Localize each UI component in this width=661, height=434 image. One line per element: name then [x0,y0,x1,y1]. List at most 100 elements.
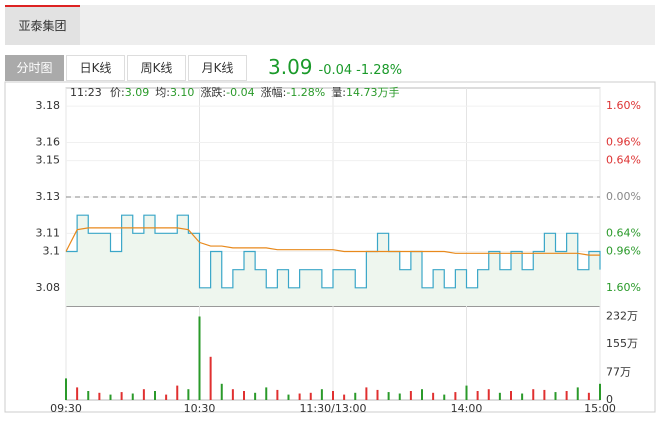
volume-bar [543,389,546,400]
volume-bar [454,392,457,400]
x-tick-label: 09:30 [50,402,82,415]
y2-tick-label: 0.64% [606,154,641,167]
info-label: 均: [155,86,170,99]
volume-tick-label: 155万 [606,337,638,350]
view-tabs: 分时图 日K线 周K线 月K线 [5,55,249,81]
volume-bar [198,316,201,400]
chart-frame [4,81,656,413]
volume-bar [231,389,234,400]
info-value: -1.28% [286,86,325,99]
y-tick-label: 3.08 [36,281,61,294]
volume-bar [599,383,601,400]
info-value: -0.04 [226,86,254,99]
volume-tick-label: 0 [606,393,613,406]
info-value: 14.73万手 [346,85,400,99]
volume-bar [343,394,346,400]
stock-tab-bar: 亚泰集团 [5,5,655,45]
x-tick-label: 14:00 [451,402,483,415]
volume-bar [354,392,357,400]
volume-bar [265,387,268,400]
volume-bar [432,392,435,400]
info-time: 11:23 [70,86,102,99]
stock-tab[interactable]: 亚泰集团 [5,5,80,45]
volume-bar [154,391,156,400]
volume-bar [532,389,535,400]
volume-bar [65,378,67,400]
price: 3.09 [268,55,313,79]
x-tick-label: 11:30/13:00 [299,402,366,415]
volume-bar [398,393,401,400]
y2-tick-label: 1.60% [606,99,641,112]
volume-bar [176,385,179,400]
quote: 3.09 -0.04 -1.28% [268,55,406,79]
price-line [66,214,601,289]
volume-bar [498,392,501,400]
volume-bar [109,394,112,400]
volume-bar [76,387,79,400]
volume-bar [87,391,90,400]
volume-bar [421,389,423,400]
volume-bar [465,385,468,400]
volume-bar [254,392,257,400]
y-tick-label: 3.13 [36,190,61,203]
volume-bar [554,392,557,400]
avg-line [65,227,600,256]
view-tab[interactable]: 分时图 [5,55,64,81]
info-line: 价:3.09 均:3.10 涨跌:-0.04 涨幅:-1.28% 量:14.73万手 [110,85,399,99]
volume-bar [476,391,479,400]
volume-bar [320,389,323,400]
volume-bar [565,391,568,400]
y2-tick-label: 1.60% [606,281,641,294]
info-value: 3.10 [170,86,195,99]
info-value: 3.09 [125,86,150,99]
volume-bar [576,387,579,400]
volume-bar [510,391,512,400]
view-tab[interactable]: 日K线 [66,55,125,81]
volume-bar [187,389,190,400]
change: -0.04 [318,63,353,78]
y2-tick-label: 0.00% [606,190,641,203]
volume-bar [521,393,524,400]
volume-bar [98,392,101,400]
volume-bar [376,389,379,400]
y-tick-label: 3.11 [36,226,61,239]
volume-bar [487,389,490,400]
change-pct: -1.28% [356,63,403,78]
volume-bar [387,392,390,400]
y2-tick-label: 0.96% [606,245,641,258]
volume-bar [120,392,123,400]
volume-bar [220,383,223,400]
volume-bar [332,391,334,400]
volume-tick-label: 77万 [606,365,631,378]
view-tab[interactable]: 月K线 [188,55,247,81]
info-label: 量: [331,86,346,99]
volume-bar [209,356,212,400]
volume-bar [287,394,290,400]
y2-tick-label: 0.96% [606,135,641,148]
volume-bar [443,394,446,400]
y-tick-label: 3.18 [36,99,61,112]
volume-bar [309,392,312,400]
view-tab[interactable]: 周K线 [127,55,186,81]
info-label: 涨跌: [200,85,226,99]
volume-tick-label: 232万 [606,309,638,322]
volume-bar [587,392,590,400]
x-tick-label: 10:30 [184,402,216,415]
info-label: 涨幅: [261,86,287,99]
y-tick-label: 3.16 [36,136,61,149]
volume-bar [298,393,301,400]
volume-bar [142,389,145,400]
y-tick-label: 3.1 [43,245,61,258]
volume-bar [165,394,168,400]
volume-bar [365,387,368,400]
y-tick-label: 3.15 [36,154,61,167]
volume-bar [131,393,134,400]
volume-bar [276,389,279,400]
volume-bar [243,391,245,400]
volume-bar [409,391,412,400]
y2-tick-label: 0.64% [606,226,641,239]
x-tick-label: 15:00 [584,402,616,415]
info-label: 价: [110,86,125,99]
